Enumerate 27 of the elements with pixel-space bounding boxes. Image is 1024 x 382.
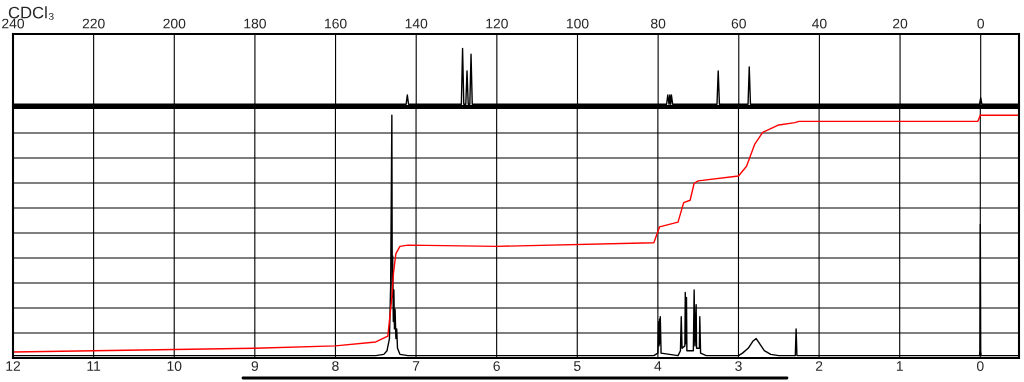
x-tick-label: 6 xyxy=(493,361,500,371)
x-tick-label: 40 xyxy=(812,18,827,29)
x-tick-label: 180 xyxy=(244,18,266,29)
x-tick-label: 20 xyxy=(893,18,908,29)
x-tick-label: 100 xyxy=(566,18,589,29)
x-tick-label: 80 xyxy=(651,18,666,29)
x-tick-label: 8 xyxy=(332,361,339,371)
x-tick-label: 5 xyxy=(573,361,581,371)
x-tick-label: 9 xyxy=(251,361,259,371)
x-tick-label: 11 xyxy=(87,361,101,371)
x-tick-label: 7 xyxy=(412,361,420,371)
x-tick-label: 12 xyxy=(6,361,21,371)
x-tick-label: 10 xyxy=(167,361,182,371)
x-tick-label: 4 xyxy=(654,361,662,371)
x-tick-label: 2 xyxy=(815,361,823,371)
x-tick-label: 160 xyxy=(325,18,347,29)
x-tick-label: 1 xyxy=(896,361,903,371)
x-tick-label: 120 xyxy=(486,18,508,29)
x-tick-label: 220 xyxy=(82,18,105,29)
x-tick-label: 0 xyxy=(976,361,984,371)
x-tick-label: 140 xyxy=(405,18,428,29)
text: CDCl₃ xyxy=(8,6,54,20)
x-tick-label: 0 xyxy=(977,18,985,29)
x-tick-label: 3 xyxy=(735,361,742,371)
x-tick-label: 240 xyxy=(2,18,25,29)
x-tick-label: 200 xyxy=(163,18,186,29)
x-tick-label: 60 xyxy=(731,18,746,29)
